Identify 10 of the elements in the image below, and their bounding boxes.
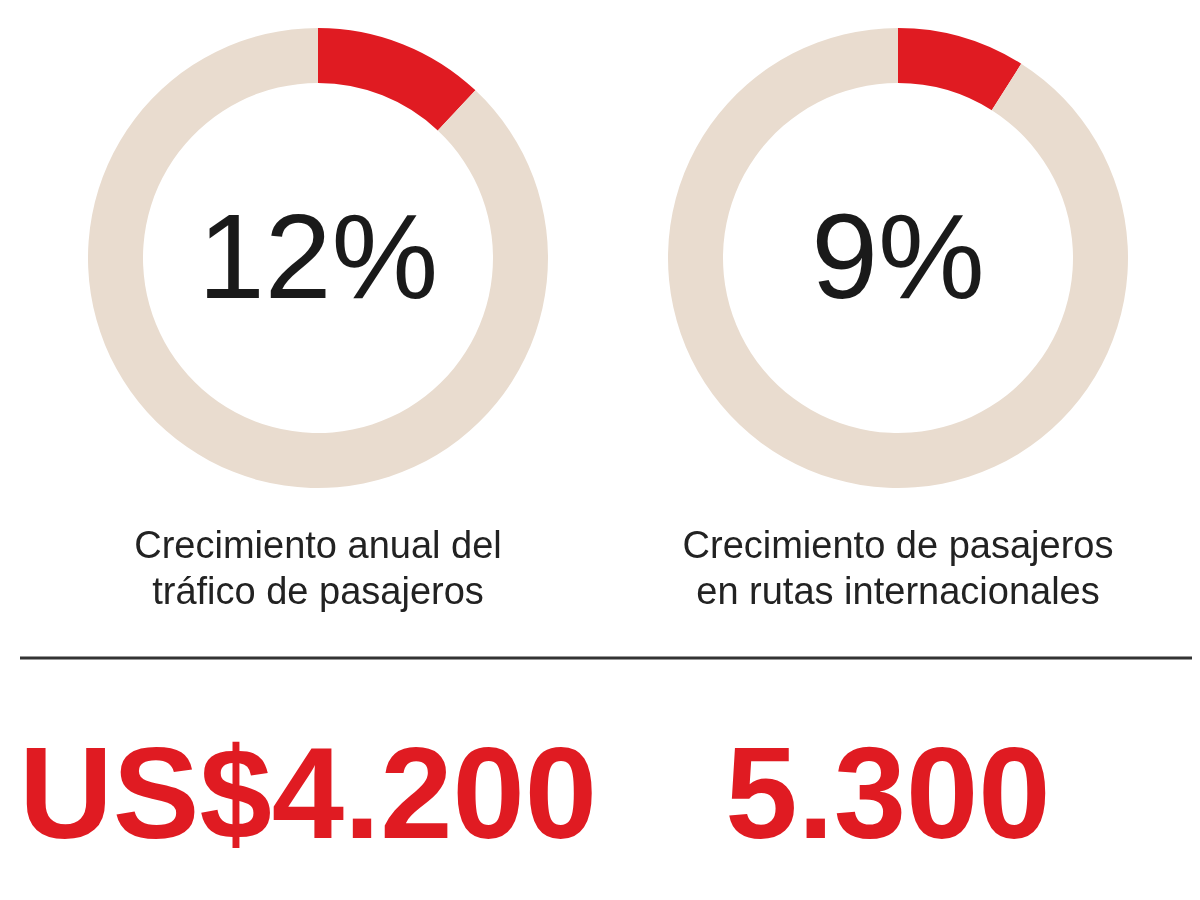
text: US$4.200 xyxy=(18,720,598,866)
text: 9% xyxy=(811,189,985,323)
donut-slice xyxy=(88,28,548,488)
text: Crecimiento anual del tráfico de pasajeros xyxy=(134,524,502,612)
donut-slice xyxy=(318,28,476,131)
text: 5.300 xyxy=(725,720,1051,866)
text: 12% xyxy=(197,189,439,323)
donut-slice xyxy=(898,28,1022,111)
text: Crecimiento de pasajeros en rutas internacionales xyxy=(682,524,1114,612)
donut-slice xyxy=(668,28,1128,488)
